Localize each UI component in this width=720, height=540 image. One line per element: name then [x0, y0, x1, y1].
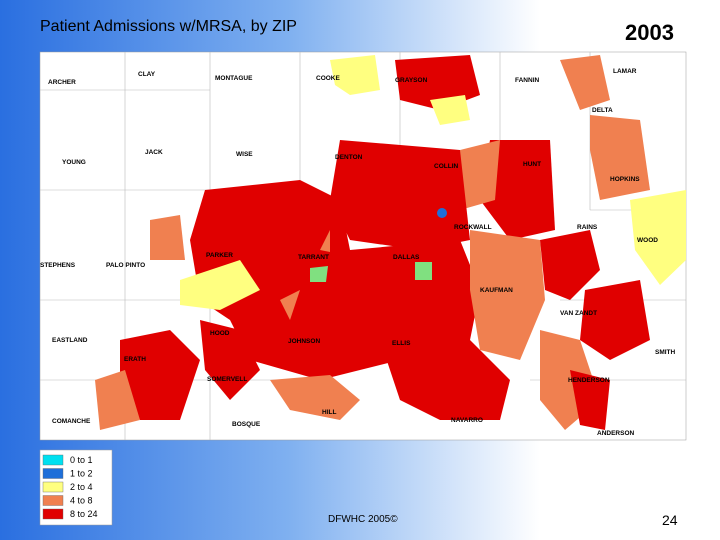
region-2to4 [430, 95, 470, 125]
legend-swatch [42, 481, 64, 493]
county-label: DELTA [592, 107, 613, 114]
region-8to24 [330, 140, 470, 250]
region-8to24 [480, 140, 555, 240]
legend-label: 1 to 2 [70, 469, 93, 479]
region-2to4 [180, 260, 260, 310]
county-label: JACK [145, 149, 163, 156]
county-label: NAVARRO [451, 417, 483, 424]
region-1to2 [437, 208, 447, 218]
county-label: MONTAGUE [215, 75, 253, 82]
county-label: BOSQUE [232, 421, 261, 428]
county-label: JOHNSON [288, 338, 320, 345]
county-label: HENDERSON [568, 377, 610, 384]
county-label: DENTON [335, 154, 363, 161]
region-8to24 [580, 280, 650, 360]
county-label: TARRANT [298, 254, 329, 261]
region-8to24 [540, 230, 600, 300]
legend: 0 to 1 1 to 2 2 to 4 4 to 8 8 to 24 [39, 449, 113, 526]
county-label: ANDERSON [597, 430, 635, 437]
footer: DFWHC 2005© [328, 514, 398, 525]
region-8to24 [120, 330, 200, 420]
county-label: PALO PINTO [106, 262, 145, 269]
region-4to8 [270, 375, 360, 420]
county-label: ELLIS [392, 340, 411, 347]
county-label: WISE [236, 151, 253, 158]
slide-title: Patient Admissions w/MRSA, by ZIP [40, 18, 297, 35]
legend-swatch [42, 454, 64, 466]
county-label: STEPHENS [40, 262, 76, 269]
county-label: WOOD [637, 237, 658, 244]
county-label: LAMAR [613, 68, 637, 75]
region-4to8 [460, 140, 500, 210]
county-label: KAUFMAN [480, 287, 513, 294]
region-2to4 [630, 190, 686, 285]
county-label: HUNT [523, 161, 541, 168]
region-4to8 [150, 215, 185, 260]
region-other [310, 266, 328, 282]
region-8to24 [190, 180, 480, 380]
county-label: COLLIN [434, 163, 458, 170]
county-label: HILL [322, 409, 336, 416]
region-8to24 [200, 320, 260, 400]
county-label: RAINS [577, 224, 598, 231]
county-label: COOKE [316, 75, 341, 82]
county-label: ERATH [124, 356, 146, 363]
legend-label: 8 to 24 [70, 509, 98, 519]
county-label: COMANCHE [52, 418, 91, 425]
legend-label: 4 to 8 [70, 496, 93, 506]
region-4to8 [590, 115, 650, 200]
county-label: HOOD [210, 330, 230, 337]
county-label: PARKER [206, 252, 233, 259]
county-label: DALLAS [393, 254, 420, 261]
legend-label: 2 to 4 [70, 482, 93, 492]
region-8to24 [380, 340, 510, 420]
legend-swatch [42, 508, 64, 520]
county-labels: ARCHER CLAY MONTAGUE COOKE GRAYSON FANNIN LAMA… [40, 68, 676, 437]
county-label: FANNIN [515, 77, 540, 84]
county-label: SOMERVELL [207, 376, 247, 383]
region-2to4 [330, 55, 380, 95]
county-label: SMITH [655, 349, 676, 356]
county-label: CLAY [138, 71, 156, 78]
county-label: VAN ZANDT [560, 310, 597, 317]
region-4to8 [560, 55, 610, 110]
legend-items: 0 to 1 1 to 2 2 to 4 4 to 8 8 to 24 [42, 454, 98, 520]
year: 2003 [625, 20, 674, 45]
page-number: 24 [662, 512, 678, 528]
county-label: ROCKWALL [454, 224, 492, 231]
legend-swatch [42, 495, 64, 506]
region-4to8 [280, 230, 330, 320]
region-4to8 [95, 370, 140, 430]
region-8to24 [570, 370, 610, 430]
legend-label: 0 to 1 [70, 455, 93, 465]
region-4to8 [470, 230, 545, 360]
county-label: GRAYSON [395, 77, 428, 84]
zip-regions [95, 55, 686, 430]
county-label: EASTLAND [52, 337, 88, 344]
county-label: HOPKINS [610, 176, 640, 183]
county-label: ARCHER [48, 79, 76, 86]
legend-swatch [42, 468, 64, 479]
county-label: YOUNG [62, 159, 86, 166]
region-other [415, 262, 432, 280]
